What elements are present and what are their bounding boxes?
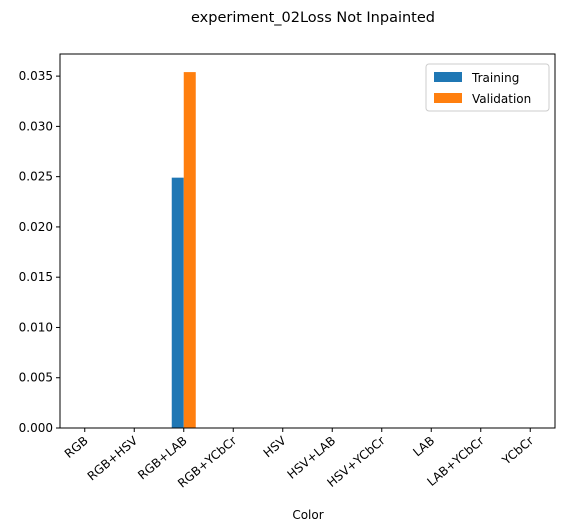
y-axis: 0.000 0.005 0.010 0.015 0.020 0.025 0.030 0.035 <box>19 69 60 435</box>
legend-swatch-training <box>434 72 462 82</box>
y-tick-label-2: 0.010 <box>19 320 53 334</box>
y-tick-label-4: 0.020 <box>19 220 53 234</box>
chart-title: experiment_02Loss Not Inpainted <box>191 10 435 26</box>
legend-label-training: Training <box>471 71 519 85</box>
y-tick-label-1: 0.005 <box>19 371 53 385</box>
y-tick-label-5: 0.025 <box>19 170 53 184</box>
x-tick-label-0: RGB <box>62 434 91 461</box>
bars-group <box>171 72 196 428</box>
legend: Training Validation <box>425 63 550 112</box>
bar-validation-2 <box>183 72 196 428</box>
y-tick-label-0: 0.000 <box>19 421 53 435</box>
legend-label-validation: Validation <box>472 92 531 106</box>
y-tick-label-7: 0.035 <box>19 69 53 83</box>
plot-frame <box>59 53 556 429</box>
legend-swatch-validation <box>434 93 462 103</box>
y-tick-label-6: 0.030 <box>19 119 53 133</box>
y-tick-label-3: 0.015 <box>19 270 53 284</box>
bar-training-2 <box>171 177 184 428</box>
x-tick-label-9: YCbCr <box>499 434 536 469</box>
x-tick-label-1: RGB+HSV <box>85 433 141 483</box>
x-tick-label-4: HSV <box>261 433 290 460</box>
x-axis-label: Color <box>292 508 323 522</box>
x-tick-label-7: LAB <box>410 434 437 460</box>
